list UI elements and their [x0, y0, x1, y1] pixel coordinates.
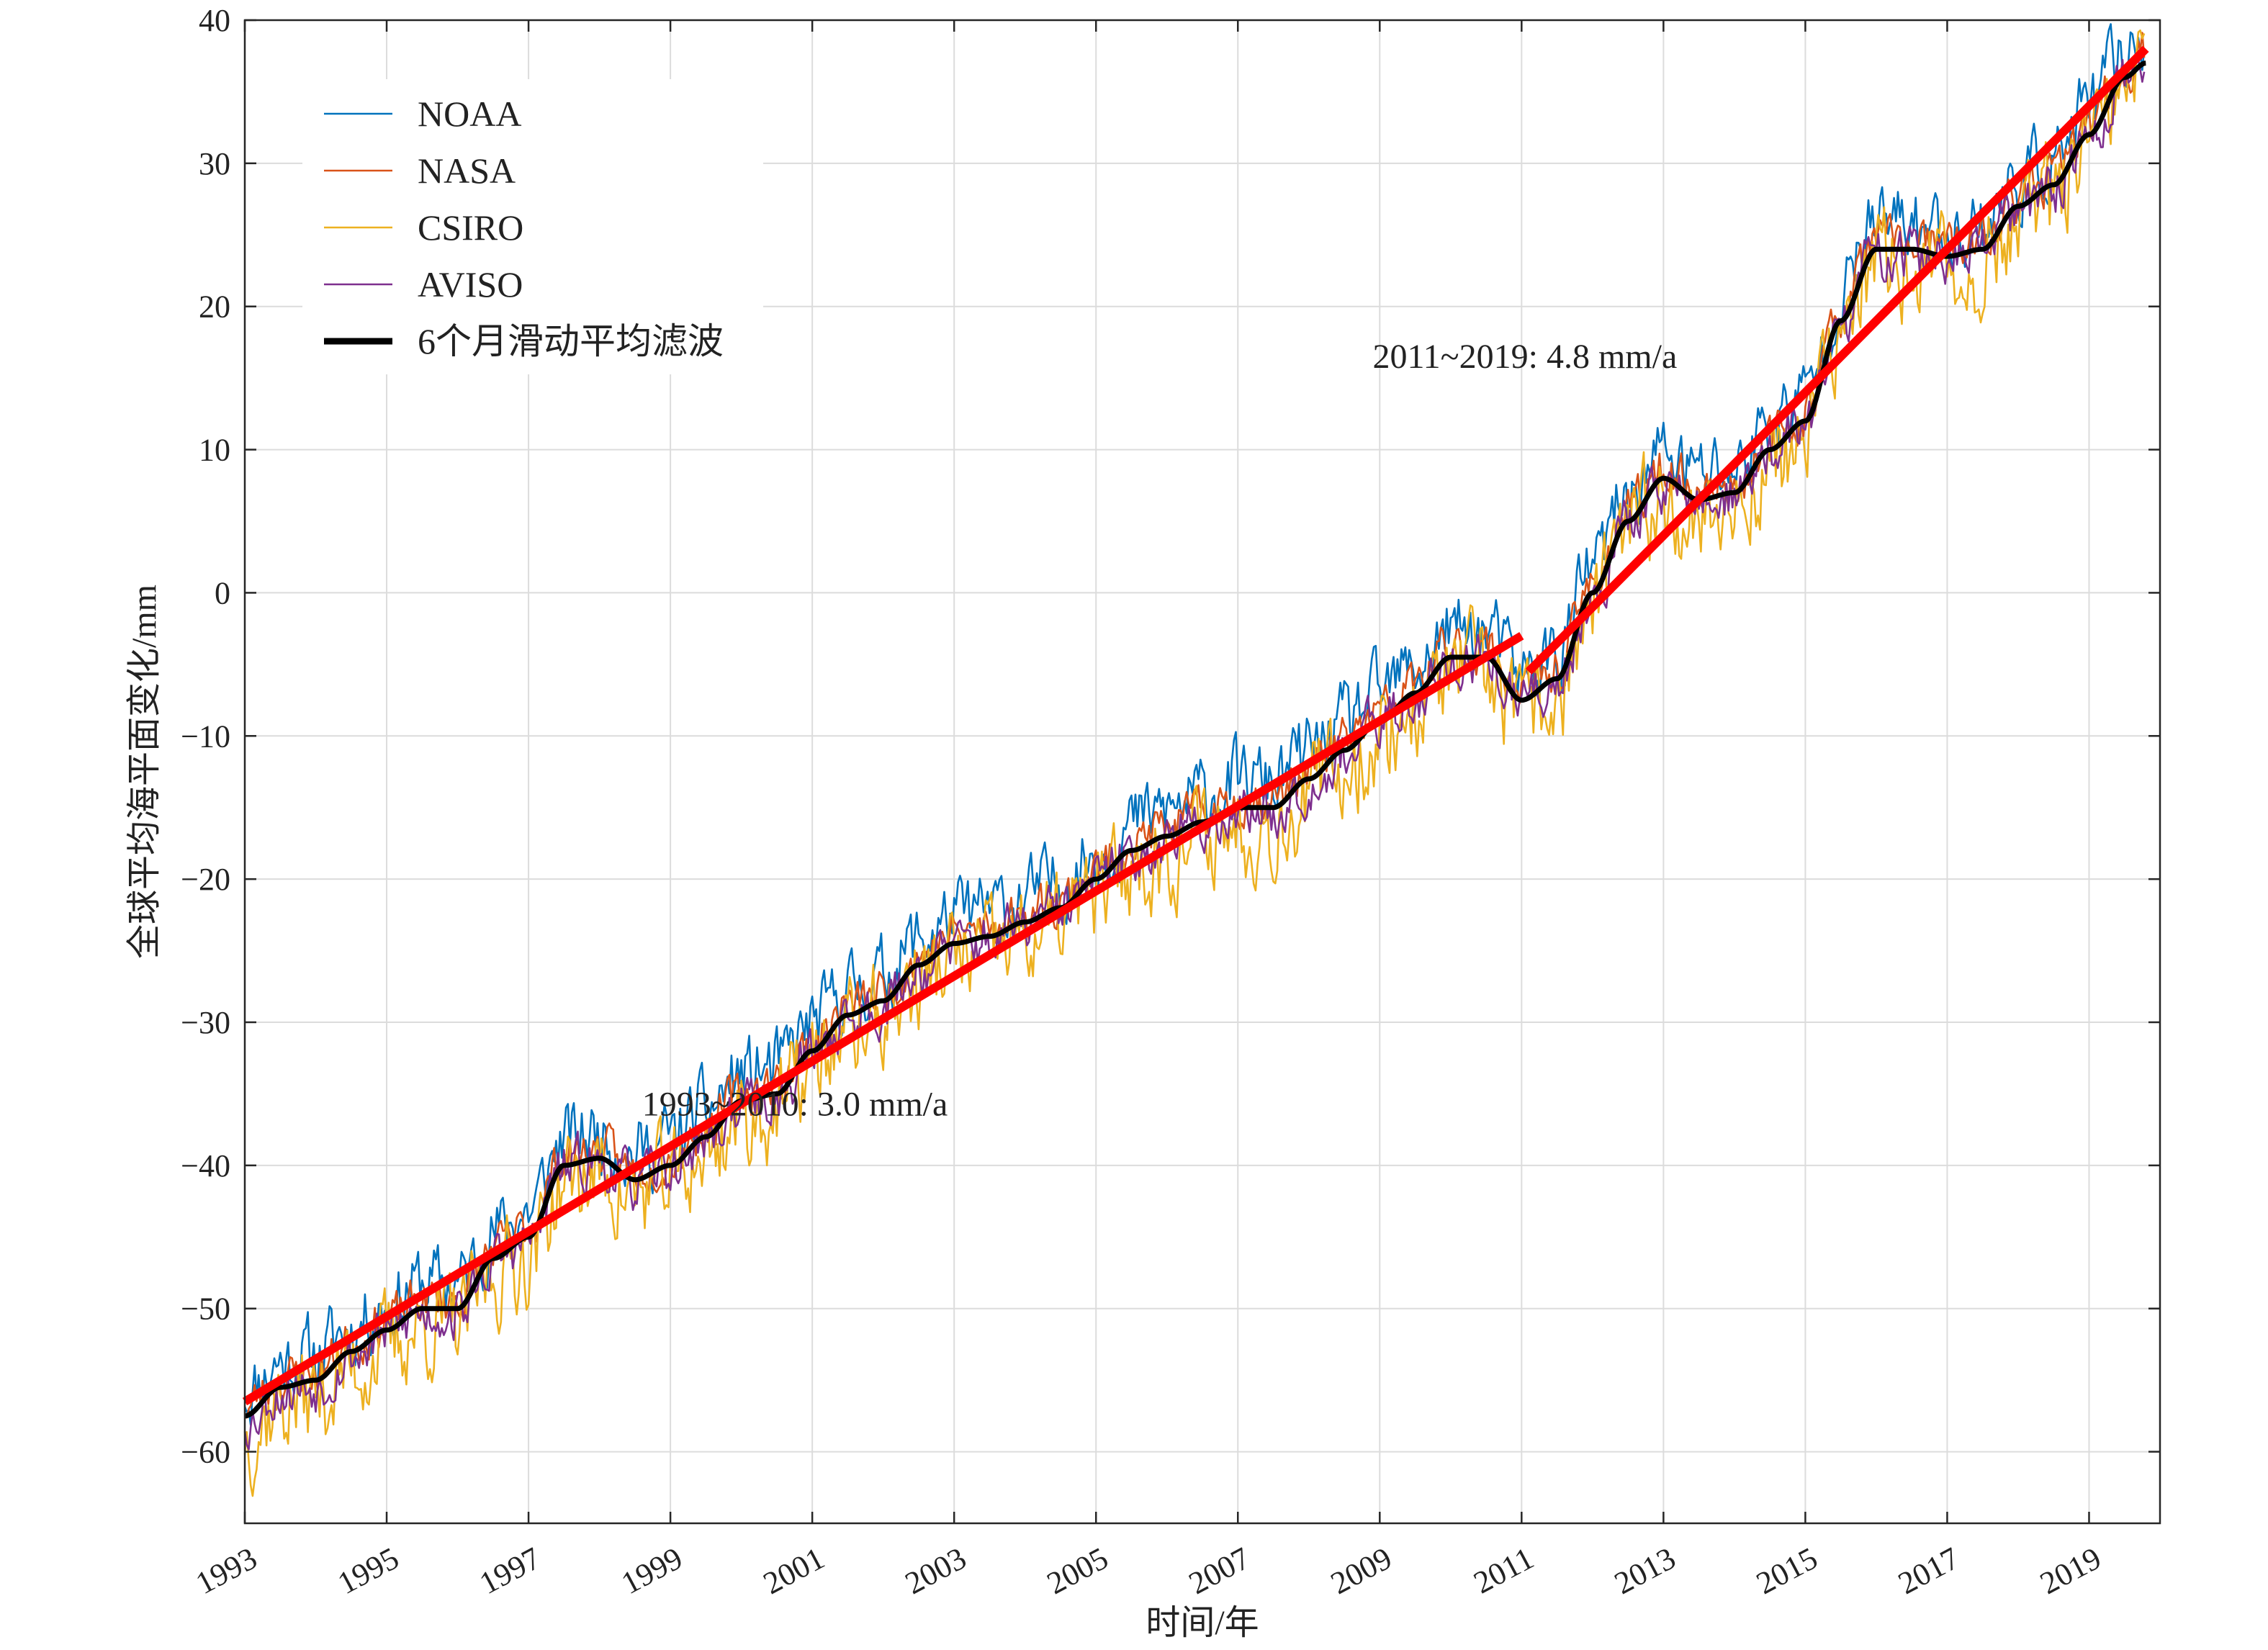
trend-line: [242, 631, 1524, 1406]
y-tick-label: 10: [199, 433, 230, 468]
trend-label: 2011~2019: 4.8 mm/a: [1372, 338, 1677, 376]
y-tick-label: −40: [181, 1148, 230, 1184]
legend-label: CSIRO: [418, 207, 523, 248]
y-tick-label: −10: [181, 718, 230, 754]
y-tick-label: 40: [199, 3, 230, 38]
y-tick-label: −50: [181, 1291, 230, 1327]
legend-label: NASA: [418, 150, 516, 191]
y-tick-label: −60: [181, 1435, 230, 1470]
annotations: 1993~2010: 3.0 mm/a 2011~2019: 4.8 mm/a: [642, 338, 1678, 1123]
trend-line: [1525, 45, 2149, 675]
series-lines: [243, 23, 2148, 1497]
y-tick-label: 0: [215, 575, 230, 610]
trend-label: 1993~2010: 3.0 mm/a: [642, 1085, 948, 1123]
legend-label: 6个月滑动平均滤波: [418, 321, 724, 361]
y-tick-label: −30: [181, 1005, 230, 1040]
y-tick-label: 30: [199, 146, 230, 181]
x-axis-title: 时间/年: [1146, 1604, 1259, 1642]
y-axis-title: 全球平均海平面变化/mm: [125, 585, 163, 959]
trend-lines: [242, 45, 2149, 1406]
legend: NOAA NASA CSIRO AVISO 6个月滑动平均滤波: [302, 79, 763, 374]
legend-label: NOAA: [418, 94, 521, 134]
y-tick-label: 20: [199, 289, 230, 325]
series-line-6个月滑动平均滤波: [243, 60, 2148, 1419]
plot-frame: [243, 19, 2161, 1525]
y-tick-label: −20: [181, 862, 230, 897]
legend-label: AVISO: [418, 264, 523, 305]
